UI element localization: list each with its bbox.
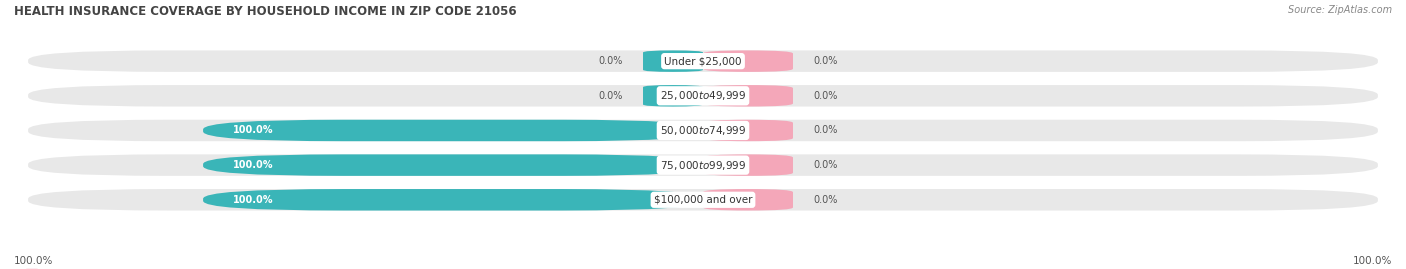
Text: 0.0%: 0.0%: [813, 125, 838, 136]
FancyBboxPatch shape: [703, 189, 793, 211]
Text: Under $25,000: Under $25,000: [664, 56, 742, 66]
FancyBboxPatch shape: [28, 154, 1378, 176]
Text: 100.0%: 100.0%: [233, 125, 274, 136]
FancyBboxPatch shape: [28, 189, 1378, 211]
Text: 100.0%: 100.0%: [233, 195, 274, 205]
FancyBboxPatch shape: [202, 120, 703, 141]
Text: HEALTH INSURANCE COVERAGE BY HOUSEHOLD INCOME IN ZIP CODE 21056: HEALTH INSURANCE COVERAGE BY HOUSEHOLD I…: [14, 5, 516, 18]
Text: $50,000 to $74,999: $50,000 to $74,999: [659, 124, 747, 137]
Text: 100.0%: 100.0%: [233, 160, 274, 170]
FancyBboxPatch shape: [28, 120, 1378, 141]
Text: 0.0%: 0.0%: [599, 91, 623, 101]
Text: 100.0%: 100.0%: [14, 256, 53, 266]
Text: 0.0%: 0.0%: [813, 195, 838, 205]
FancyBboxPatch shape: [28, 50, 1378, 72]
FancyBboxPatch shape: [202, 189, 703, 211]
FancyBboxPatch shape: [703, 120, 793, 141]
FancyBboxPatch shape: [28, 85, 1378, 107]
FancyBboxPatch shape: [703, 85, 793, 107]
Text: 0.0%: 0.0%: [813, 56, 838, 66]
FancyBboxPatch shape: [643, 50, 703, 72]
Text: $25,000 to $49,999: $25,000 to $49,999: [659, 89, 747, 102]
FancyBboxPatch shape: [643, 85, 703, 107]
FancyBboxPatch shape: [202, 154, 703, 176]
Text: 0.0%: 0.0%: [813, 91, 838, 101]
Text: 0.0%: 0.0%: [813, 160, 838, 170]
Text: Source: ZipAtlas.com: Source: ZipAtlas.com: [1288, 5, 1392, 15]
FancyBboxPatch shape: [703, 50, 793, 72]
Text: 100.0%: 100.0%: [1353, 256, 1392, 266]
Legend: With Coverage, Without Coverage: With Coverage, Without Coverage: [0, 264, 148, 269]
FancyBboxPatch shape: [703, 154, 793, 176]
Text: $100,000 and over: $100,000 and over: [654, 195, 752, 205]
Text: 0.0%: 0.0%: [599, 56, 623, 66]
Text: $75,000 to $99,999: $75,000 to $99,999: [659, 159, 747, 172]
